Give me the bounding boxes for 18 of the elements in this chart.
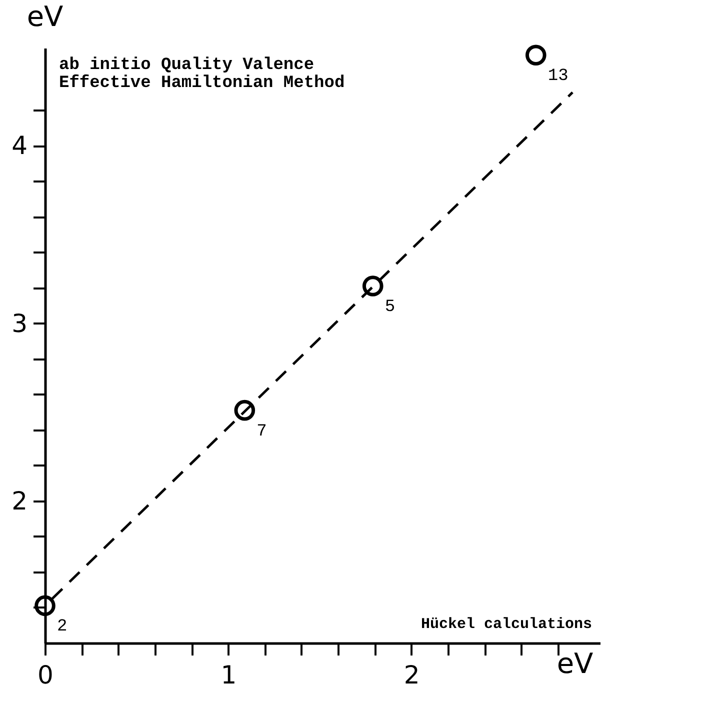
text: eV — [556, 647, 594, 680]
x-axis-title: Hückel calculations — [420, 616, 592, 633]
point — [362, 276, 384, 296]
x-tick-label: 1 — [220, 660, 237, 690]
text: eV — [26, 0, 64, 33]
y-axis-title: ab initio Quality Valence Effective Hamiltonian Method — [59, 56, 345, 93]
point — [525, 44, 546, 66]
annotation: 2 — [57, 618, 68, 637]
point — [34, 595, 56, 616]
y-tick-label: 4 — [12, 131, 28, 160]
annotation: 13 — [548, 67, 568, 86]
x-tick-label: 0 — [38, 660, 54, 690]
y-tick-label: 3 — [12, 308, 28, 338]
point — [234, 400, 256, 421]
y-tick-label: 2 — [12, 486, 28, 516]
x-tick-label: 2 — [404, 660, 420, 690]
annotation: 7 — [256, 422, 267, 442]
annotation: 5 — [384, 298, 396, 317]
